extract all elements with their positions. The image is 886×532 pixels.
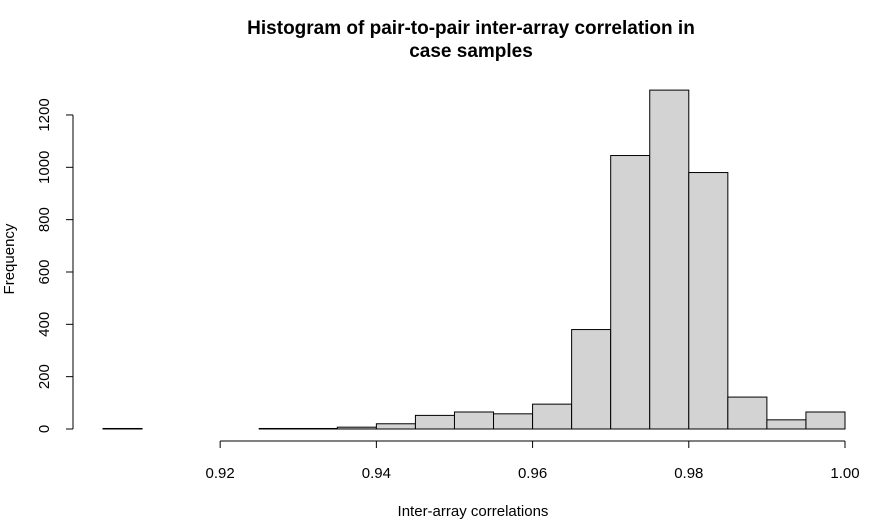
x-axis-tick-label: 0.98 [674, 465, 703, 482]
x-axis-tick-label: 0.92 [206, 465, 235, 482]
x-axis-label: Inter-array correlations [398, 503, 549, 520]
histogram-bar [297, 427, 338, 430]
histogram-bar [493, 413, 534, 430]
histogram-bar [805, 411, 846, 430]
y-axis-tick-label: 400 [36, 312, 53, 337]
y-axis-tick-label: 0 [36, 425, 53, 433]
y-axis-tick-label: 600 [36, 259, 53, 284]
histogram-bar [766, 419, 807, 430]
y-axis-tick-label: 800 [36, 207, 53, 232]
x-axis-tick-label: 1.00 [830, 465, 859, 482]
histogram-bar [414, 414, 455, 430]
y-axis-label: Frequency [1, 223, 18, 294]
histogram-bar [532, 403, 573, 430]
histogram-bars [102, 89, 846, 430]
x-axis-tick-label: 0.96 [518, 465, 547, 482]
chart-title-line-2: case samples [409, 41, 533, 62]
histogram-bar [336, 426, 377, 430]
histogram-bar [727, 396, 768, 430]
chart-title-line-1: Histogram of pair-to-pair inter-array co… [247, 18, 695, 39]
y-axis-tick-label: 1200 [36, 98, 53, 131]
y-axis-tick-label: 1000 [36, 151, 53, 184]
histogram-bar [688, 172, 729, 430]
histogram-bar [102, 427, 143, 430]
x-axis: 0.92 0.94 0.96 0.98 1.00 [206, 440, 860, 482]
histogram-bar [375, 423, 416, 430]
histogram-bar [571, 329, 612, 430]
histogram-bar [453, 411, 495, 430]
x-axis-tick-label: 0.94 [362, 465, 391, 482]
histogram-bar [649, 89, 690, 430]
histogram-bar [610, 155, 651, 430]
y-axis: 0 200 400 600 800 1000 1200 [36, 98, 74, 433]
histogram-bar [258, 427, 299, 430]
y-axis-tick-label: 200 [36, 364, 53, 389]
